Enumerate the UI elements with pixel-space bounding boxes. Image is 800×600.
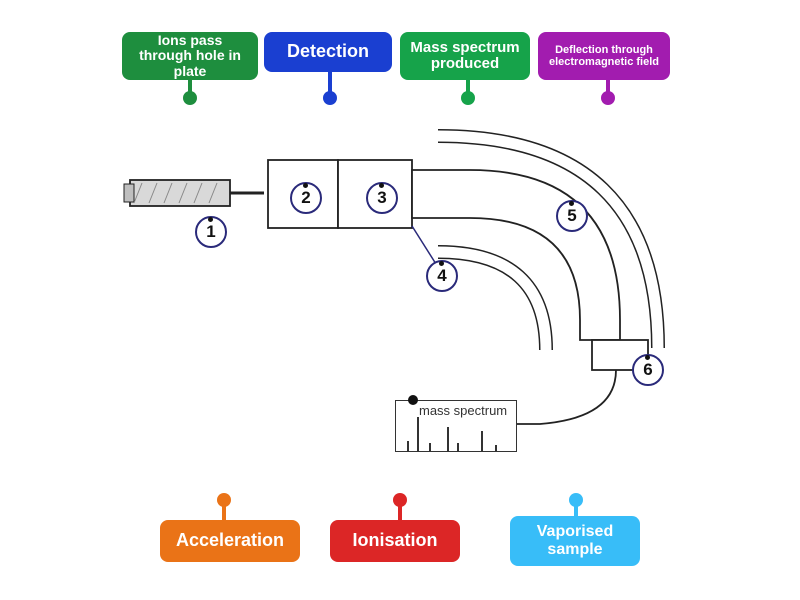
spectrum-bar: [457, 443, 459, 451]
pin-ionisation: [398, 500, 402, 520]
spectrum-bar: [417, 417, 419, 451]
card-mass-spectrum[interactable]: Mass spectrum produced: [400, 32, 530, 80]
pin-vaporised: [574, 500, 578, 516]
diagram-stage: mass spectrum 1 2 3 4 5 6 Ions pass through h…: [0, 0, 800, 600]
card-deflection[interactable]: Deflection through electromagnetic field: [538, 32, 670, 80]
spectrum-bar: [407, 441, 409, 451]
marker-5: 5: [556, 200, 588, 232]
mass-spectrum-box: mass spectrum: [395, 400, 517, 452]
card-detection[interactable]: Detection: [264, 32, 392, 72]
pin-deflection: [606, 80, 610, 98]
card-label: Vaporised sample: [518, 523, 632, 558]
spectrum-bar: [429, 443, 431, 451]
marker-3: 3: [366, 182, 398, 214]
card-label: Detection: [272, 42, 384, 62]
card-label: Mass spectrum produced: [408, 40, 522, 73]
pin-ions-pass: [188, 80, 192, 98]
marker-1: 1: [195, 216, 227, 248]
pin-mass-spectrum: [466, 80, 470, 98]
pin-detection: [328, 72, 332, 98]
card-label: Ions pass through hole in plate: [130, 33, 250, 79]
spectrum-bar: [447, 427, 449, 451]
spectrum-bar: [481, 431, 483, 451]
card-acceleration[interactable]: Acceleration: [160, 520, 300, 562]
marker-6: 6: [632, 354, 664, 386]
mass-spectrum-label: mass spectrum: [419, 403, 507, 418]
spectrum-bar: [495, 445, 497, 451]
card-label: Deflection through electromagnetic field: [546, 44, 662, 68]
card-vaporised[interactable]: Vaporised sample: [510, 516, 640, 566]
card-label: Acceleration: [168, 531, 292, 551]
pin-acceleration: [222, 500, 226, 520]
card-ionisation[interactable]: Ionisation: [330, 520, 460, 562]
card-label: Ionisation: [338, 531, 452, 551]
marker-2: 2: [290, 182, 322, 214]
marker-4: 4: [426, 260, 458, 292]
spectrum-connector-dot: [408, 395, 418, 405]
card-ions-pass[interactable]: Ions pass through hole in plate: [122, 32, 258, 80]
